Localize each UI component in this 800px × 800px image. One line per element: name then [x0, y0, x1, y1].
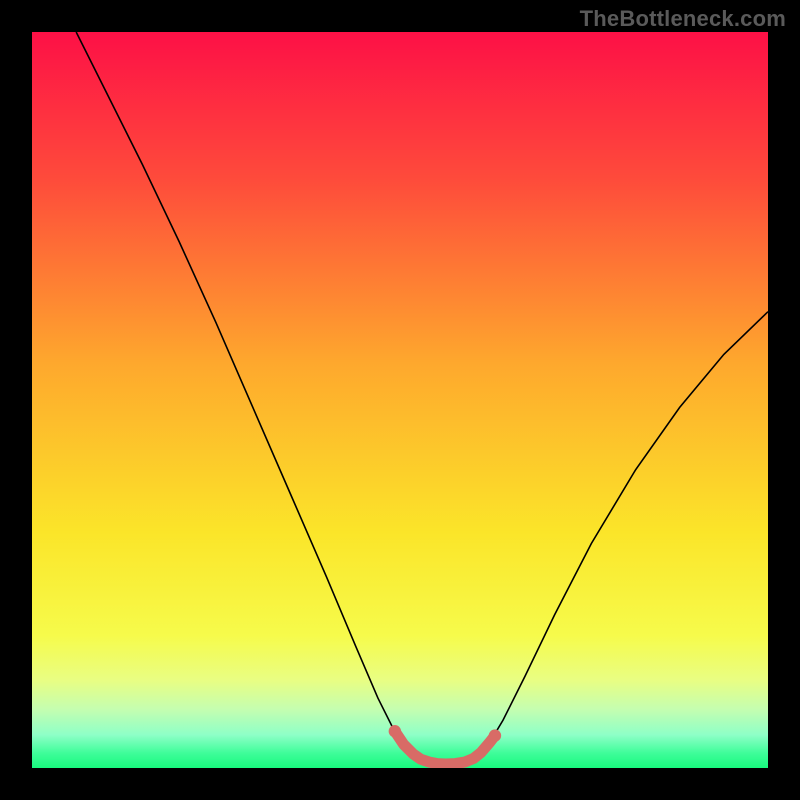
- watermark-text: TheBottleneck.com: [580, 6, 786, 32]
- heatmap-background: [32, 32, 768, 768]
- bottleneck-curve-chart: [32, 32, 768, 768]
- plot-area: [32, 32, 768, 768]
- highlight-dot: [489, 729, 501, 741]
- highlight-dot: [389, 725, 401, 737]
- chart-frame: TheBottleneck.com: [0, 0, 800, 800]
